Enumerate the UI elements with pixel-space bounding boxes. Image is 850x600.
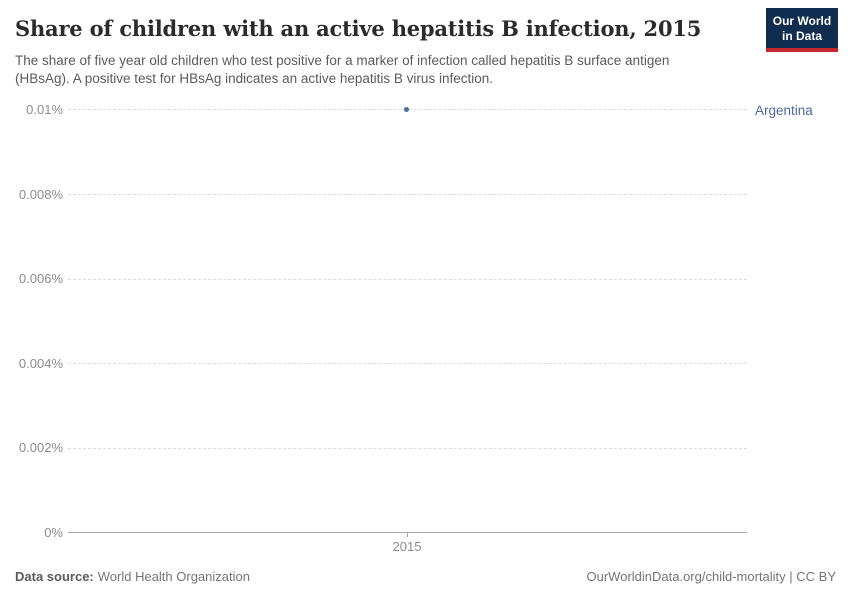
y-tick-label: 0.002% <box>18 440 63 455</box>
data-source-note: Data source: World Health Organization <box>15 569 250 584</box>
gridline <box>68 194 747 195</box>
x-tick-label: 2015 <box>392 539 422 554</box>
gridline <box>68 279 747 280</box>
owid-logo-line2: in Data <box>781 29 822 43</box>
y-tick-label: 0% <box>44 525 63 540</box>
y-tick-label: 0.004% <box>18 356 63 371</box>
chart-subtitle-line2: (HBsAg). A positive test for HBsAg indic… <box>15 71 493 86</box>
x-tick-mark <box>407 532 408 537</box>
chart-subtitle-line1: The share of five year old children who … <box>15 53 670 68</box>
gridline <box>68 448 747 449</box>
owid-logo: Our World in Data <box>766 8 838 52</box>
y-tick-label: 0.006% <box>18 271 63 286</box>
data-source-label: Data source: <box>15 569 94 584</box>
attribution-link[interactable]: OurWorldinData.org/child-mortality | CC … <box>586 569 837 584</box>
data-point-argentina-2015[interactable] <box>404 107 409 112</box>
owid-logo-line1: Our World <box>772 14 832 28</box>
data-source-value: World Health Organization <box>97 569 250 584</box>
y-tick-label: 0.01% <box>26 102 63 117</box>
y-tick-label: 0.008% <box>18 187 63 202</box>
chart-title: Share of children with an active hepatit… <box>15 16 702 41</box>
gridline <box>68 363 747 364</box>
chart-subtitle: The share of five year old children who … <box>15 52 760 88</box>
entity-label-argentina[interactable]: Argentina <box>755 103 813 118</box>
